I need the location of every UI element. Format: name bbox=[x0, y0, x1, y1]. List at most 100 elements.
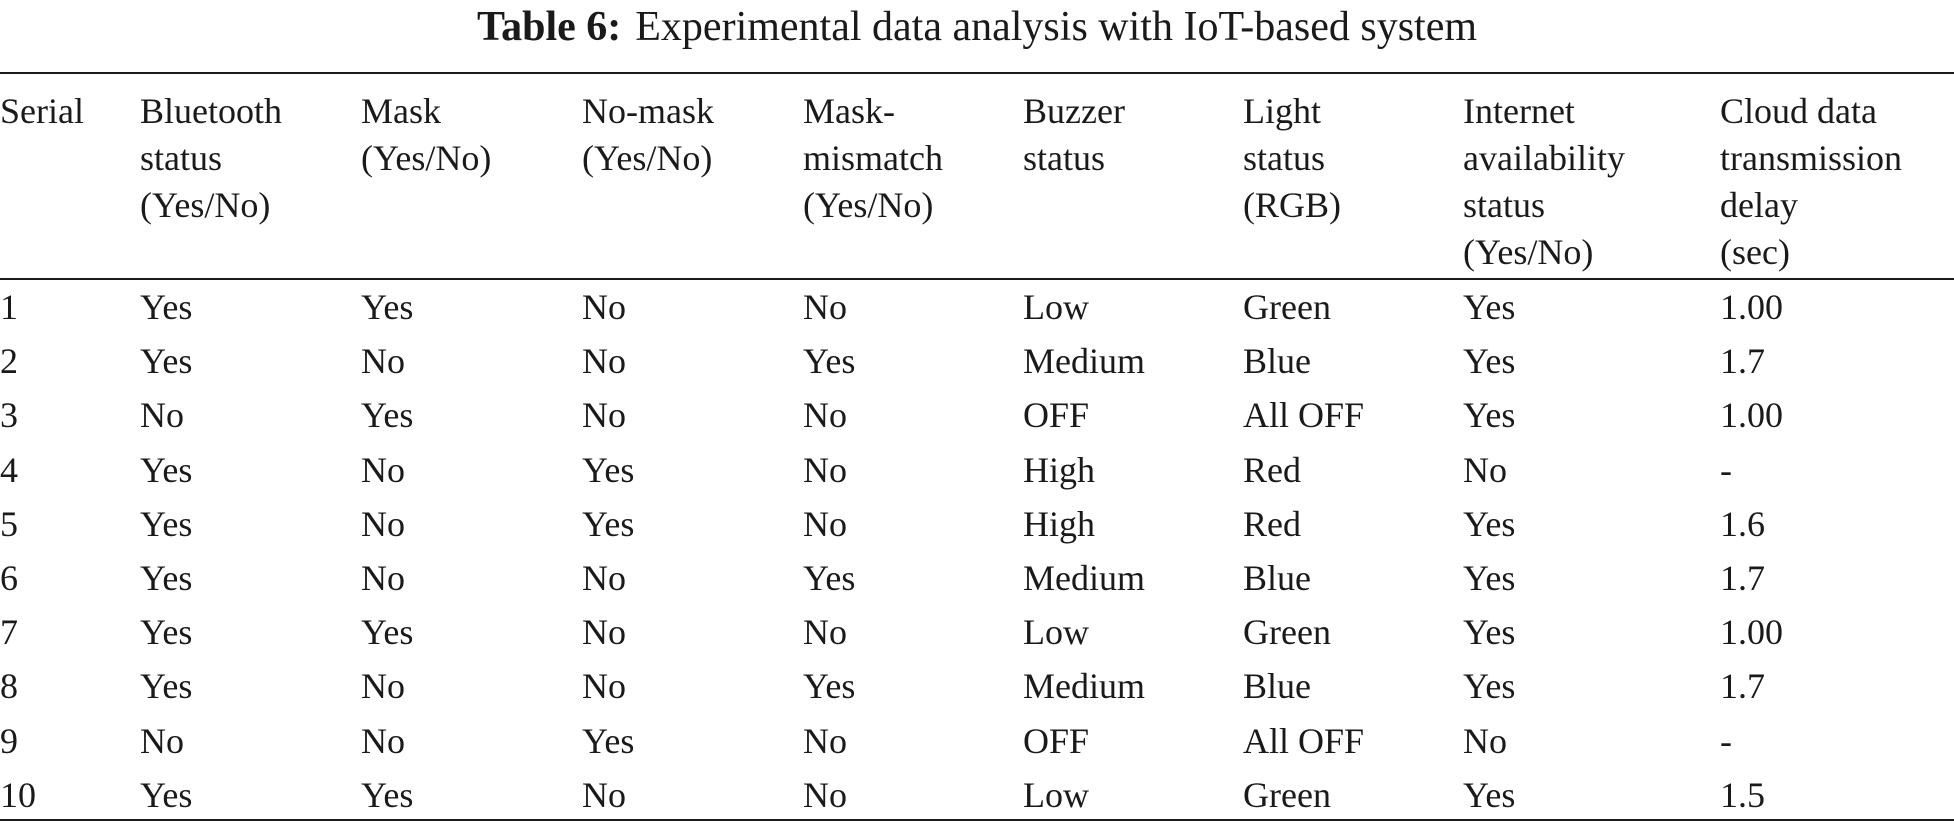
cell-light: Green bbox=[1243, 612, 1331, 653]
cell-delay: 1.00 bbox=[1720, 395, 1783, 436]
cell-buzzer: Low bbox=[1023, 774, 1089, 815]
cell-buzzer: Low bbox=[1023, 612, 1089, 653]
cell-buzzer: High bbox=[1023, 503, 1095, 544]
header-cloud-delay: Cloud data transmission delay (sec) bbox=[1720, 91, 1903, 272]
cell-internet: Yes bbox=[1463, 557, 1516, 598]
cell-serial: 1 bbox=[0, 287, 18, 327]
cell-internet: Yes bbox=[1463, 612, 1516, 653]
cell-internet: Yes bbox=[1463, 666, 1516, 707]
header-bluetooth-status: Bluetooth status (Yes/No) bbox=[140, 91, 282, 225]
cell-mask-mismatch: No bbox=[803, 395, 847, 436]
cell-serial: 3 bbox=[0, 395, 18, 436]
cell-mask: Yes bbox=[361, 774, 414, 815]
table-row: 5 Yes No Yes No High Red Yes 1.6 bbox=[0, 497, 1954, 551]
table-row: 9 No No Yes No OFF All OFF No - bbox=[0, 714, 1954, 768]
cell-light: Blue bbox=[1243, 666, 1311, 707]
cell-light: Red bbox=[1243, 503, 1301, 544]
header-buzzer-status: Buzzer status bbox=[1023, 91, 1125, 178]
cell-no-mask: No bbox=[582, 557, 626, 598]
cell-buzzer: Medium bbox=[1023, 341, 1145, 382]
table-header-rule bbox=[0, 278, 1954, 280]
cell-light: Blue bbox=[1243, 341, 1311, 382]
cell-light: All OFF bbox=[1243, 720, 1365, 761]
cell-light: Green bbox=[1243, 287, 1331, 327]
cell-internet: Yes bbox=[1463, 774, 1516, 815]
cell-light: All OFF bbox=[1243, 395, 1365, 436]
cell-light: Red bbox=[1243, 449, 1301, 490]
cell-mask: No bbox=[361, 666, 405, 707]
cell-mask-mismatch: Yes bbox=[803, 557, 856, 598]
table-row: 7 Yes Yes No No Low Green Yes 1.00 bbox=[0, 605, 1954, 659]
table-row: 6 Yes No No Yes Medium Blue Yes 1.7 bbox=[0, 551, 1954, 605]
cell-bluetooth: Yes bbox=[140, 774, 193, 815]
cell-no-mask: No bbox=[582, 341, 626, 382]
cell-delay: 1.7 bbox=[1720, 557, 1765, 598]
cell-serial: 9 bbox=[0, 720, 18, 761]
cell-buzzer: Medium bbox=[1023, 557, 1145, 598]
cell-buzzer: Medium bbox=[1023, 666, 1145, 707]
cell-buzzer: High bbox=[1023, 449, 1095, 490]
cell-internet: Yes bbox=[1463, 503, 1516, 544]
cell-serial: 4 bbox=[0, 449, 18, 490]
table-row: 4 Yes No Yes No High Red No - bbox=[0, 443, 1954, 497]
table-caption-label: Table 6: bbox=[476, 4, 622, 50]
cell-buzzer: OFF bbox=[1023, 395, 1090, 436]
cell-mask: Yes bbox=[361, 395, 414, 436]
cell-delay: 1.5 bbox=[1720, 774, 1765, 815]
cell-mask-mismatch: No bbox=[803, 449, 847, 490]
cell-no-mask: No bbox=[582, 395, 626, 436]
cell-no-mask: No bbox=[582, 612, 626, 653]
cell-light: Green bbox=[1243, 774, 1331, 815]
cell-serial: 6 bbox=[0, 557, 18, 598]
cell-mask-mismatch: No bbox=[803, 287, 847, 327]
cell-delay: - bbox=[1720, 449, 1732, 490]
data-table: Serial Bluetooth status (Yes/No) Mask (Y… bbox=[0, 74, 1954, 822]
cell-buzzer: OFF bbox=[1023, 720, 1090, 761]
cell-delay: 1.7 bbox=[1720, 666, 1765, 707]
cell-bluetooth: Yes bbox=[140, 503, 193, 544]
cell-mask-mismatch: Yes bbox=[803, 341, 856, 382]
header-mask: Mask (Yes/No) bbox=[361, 91, 492, 178]
cell-buzzer: Low bbox=[1023, 287, 1089, 327]
cell-delay: 1.6 bbox=[1720, 503, 1765, 544]
cell-delay: 1.7 bbox=[1720, 341, 1765, 382]
cell-bluetooth: Yes bbox=[140, 287, 193, 327]
table-row: 3 No Yes No No OFF All OFF Yes 1.00 bbox=[0, 388, 1954, 442]
cell-no-mask: Yes bbox=[582, 720, 635, 761]
cell-mask: No bbox=[361, 557, 405, 598]
cell-delay: 1.00 bbox=[1720, 612, 1783, 653]
table-row: 2 Yes No No Yes Medium Blue Yes 1.7 bbox=[0, 334, 1954, 388]
cell-mask-mismatch: No bbox=[803, 774, 847, 815]
table-caption: Table 6: Experimental data analysis with … bbox=[0, 0, 1954, 62]
cell-no-mask: No bbox=[582, 666, 626, 707]
header-light-status: Light status (RGB) bbox=[1243, 91, 1341, 225]
cell-no-mask: No bbox=[582, 287, 626, 327]
cell-mask: No bbox=[361, 720, 405, 761]
cell-bluetooth: No bbox=[140, 395, 184, 436]
cell-mask: No bbox=[361, 503, 405, 544]
cell-delay: 1.00 bbox=[1720, 287, 1783, 327]
cell-serial: 10 bbox=[0, 774, 36, 815]
table-body: 1 Yes Yes No No Low Green Yes 1.00 2 Yes No No Yes Me… bbox=[0, 278, 1954, 822]
cell-mask: No bbox=[361, 341, 405, 382]
cell-internet: Yes bbox=[1463, 395, 1516, 436]
cell-delay: - bbox=[1720, 720, 1732, 761]
cell-bluetooth: Yes bbox=[140, 449, 193, 490]
cell-internet: Yes bbox=[1463, 341, 1516, 382]
table-row: 8 Yes No No Yes Medium Blue Yes 1.7 bbox=[0, 659, 1954, 713]
table-bottom-rule bbox=[0, 819, 1954, 821]
table-row: 1 Yes Yes No No Low Green Yes 1.00 bbox=[0, 278, 1954, 334]
cell-mask: No bbox=[361, 449, 405, 490]
cell-serial: 2 bbox=[0, 341, 18, 382]
cell-internet: No bbox=[1463, 449, 1507, 490]
cell-mask: Yes bbox=[361, 287, 414, 327]
cell-internet: Yes bbox=[1463, 287, 1516, 327]
cell-serial: 5 bbox=[0, 503, 18, 544]
header-internet-availability: Internet availability status (Yes/No) bbox=[1463, 91, 1625, 272]
cell-mask-mismatch: No bbox=[803, 720, 847, 761]
cell-serial: 7 bbox=[0, 612, 18, 653]
cell-no-mask: Yes bbox=[582, 503, 635, 544]
header-mask-mismatch: Mask- mismatch (Yes/No) bbox=[803, 91, 943, 225]
header-no-mask: No-mask (Yes/No) bbox=[582, 91, 714, 178]
cell-mask-mismatch: No bbox=[803, 612, 847, 653]
